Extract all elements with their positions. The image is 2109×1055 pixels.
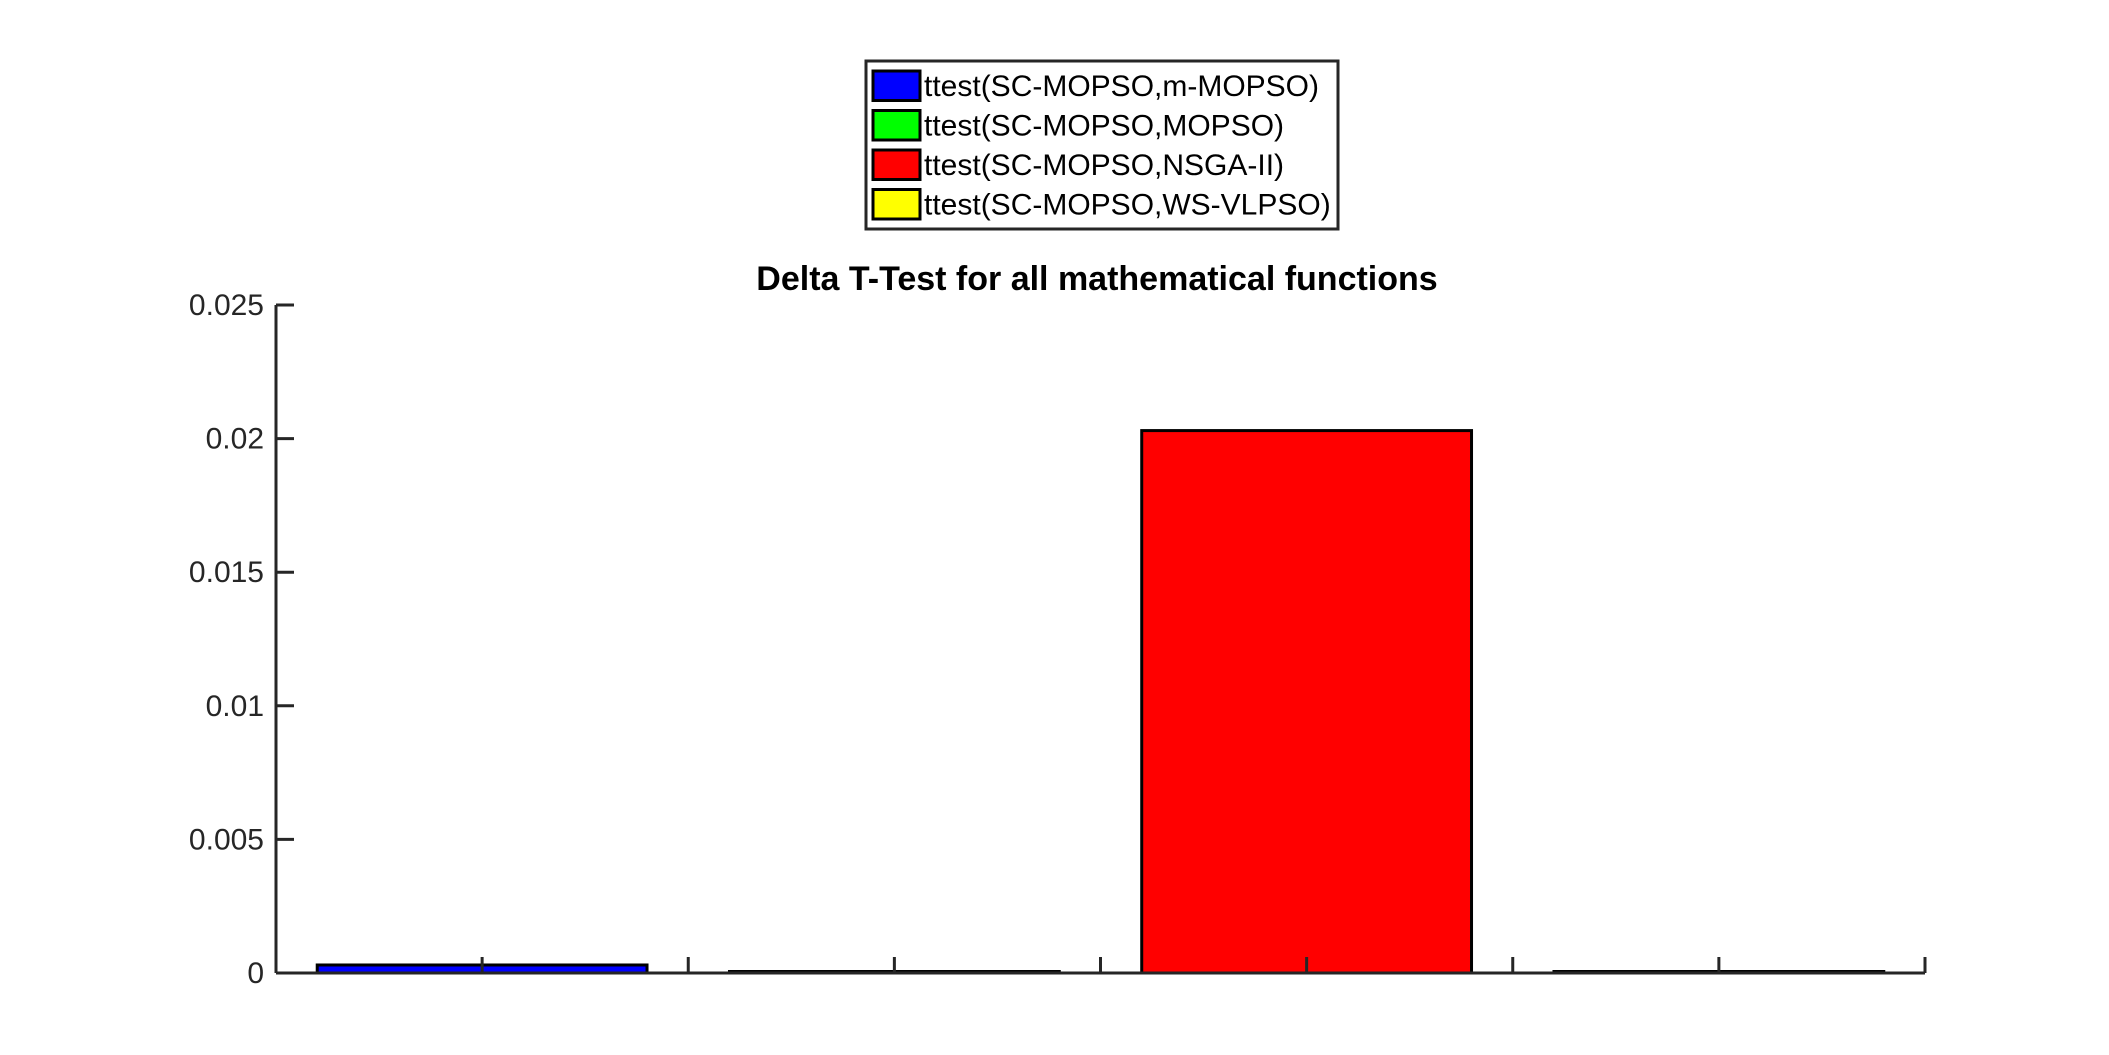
- y-tick-label: 0.005: [189, 823, 264, 856]
- y-tick-label: 0.025: [189, 289, 264, 322]
- y-tick-label: 0.015: [189, 556, 264, 589]
- legend-swatch-3: [871, 148, 922, 181]
- legend-swatch-1: [871, 69, 922, 102]
- y-tick-label: 0: [247, 957, 264, 990]
- legend-label-2: ttest(SC-MOPSO,MOPSO): [924, 110, 1284, 143]
- legend-label-4: ttest(SC-MOPSO,WS-VLPSO): [924, 189, 1331, 222]
- chart-title: Delta T-Test for all mathematical functi…: [756, 260, 1437, 298]
- y-tick-label: 0.01: [206, 690, 264, 723]
- bars-group: [315, 429, 1886, 975]
- bar-3: [1140, 429, 1474, 975]
- axes-group: 0 0.005 0.01 0.015 0.02 0.025: [189, 289, 1927, 990]
- legend-swatch-4: [871, 188, 922, 221]
- legend-box: [864, 59, 1340, 231]
- legend-label-1: ttest(SC-MOPSO,m-MOPSO): [924, 70, 1319, 103]
- chart-legend: ttest(SC-MOPSO,m-MOPSO) ttest(SC-MOPSO,MO…: [864, 59, 1340, 231]
- legend-swatch-2: [871, 109, 922, 142]
- legend-label-3: ttest(SC-MOPSO,NSGA-II): [924, 149, 1284, 182]
- y-tick-label: 0.02: [206, 423, 264, 456]
